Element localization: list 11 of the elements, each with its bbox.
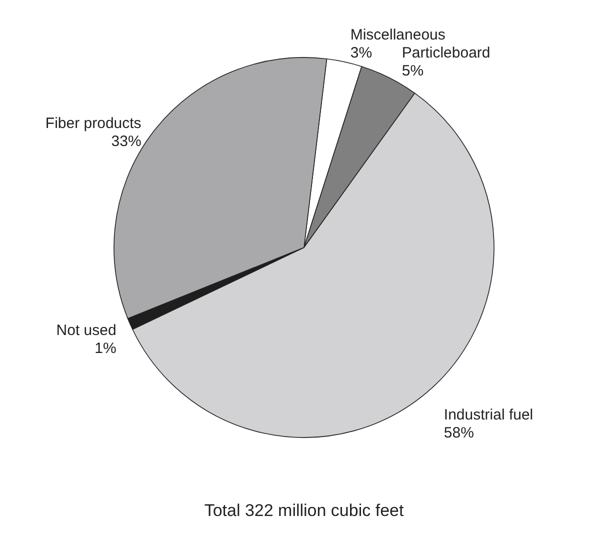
data-label: 5% bbox=[402, 62, 424, 80]
slice-label: Not used bbox=[56, 322, 116, 339]
slice-label: Fiber products bbox=[45, 114, 142, 132]
slice-label: Particleboard bbox=[402, 44, 490, 62]
text: Total 322 million cubic feet bbox=[204, 501, 404, 520]
data-label: 33% bbox=[111, 132, 142, 150]
slice-label: Industrial fuel bbox=[444, 406, 534, 424]
data-label: 1% bbox=[94, 340, 116, 357]
data-label: 3% bbox=[350, 44, 372, 62]
slice-label: Miscellaneous bbox=[350, 26, 446, 44]
data-label: 58% bbox=[444, 424, 474, 442]
